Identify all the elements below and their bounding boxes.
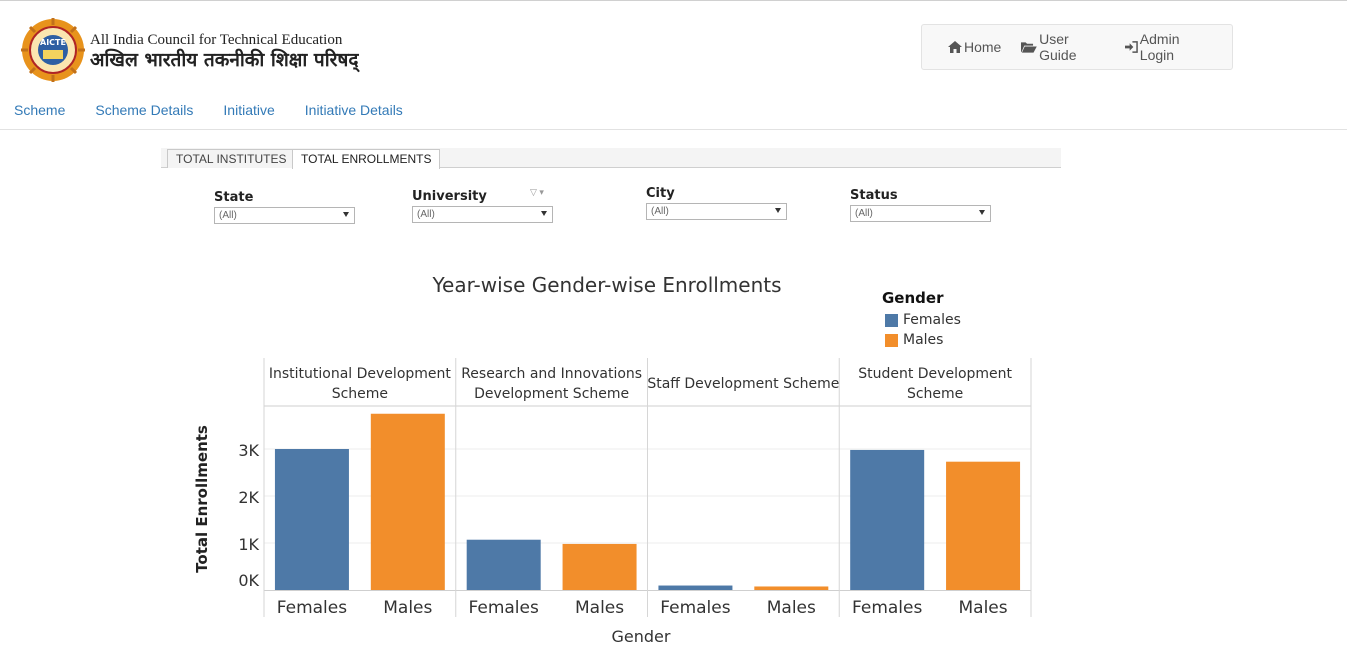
- panel-header-label: Student Development: [858, 366, 1012, 382]
- subnav-divider: [0, 129, 1347, 130]
- city-select-value: (All): [651, 206, 669, 217]
- filter-state: State (All): [214, 190, 355, 224]
- user-guide-link[interactable]: User Guide: [1021, 31, 1104, 63]
- filter-state-label: State: [214, 190, 254, 205]
- x-category-label: Males: [575, 598, 624, 618]
- user-guide-label: User Guide: [1039, 31, 1077, 63]
- aicte-logo[interactable]: AICTE: [20, 17, 86, 83]
- bar-males: [946, 461, 1021, 590]
- admin-login-label: Admin Login: [1139, 31, 1180, 63]
- panel-header-label: Research and Innovations: [461, 366, 642, 382]
- bar-females: [466, 539, 541, 590]
- bar-males: [754, 586, 829, 590]
- x-category-label: Females: [277, 598, 347, 618]
- panel-header-label: Scheme: [332, 386, 388, 402]
- logo-text: AICTE: [40, 38, 66, 47]
- status-select[interactable]: (All): [850, 205, 991, 222]
- org-name-en: All India Council for Technical Educatio…: [90, 32, 343, 48]
- org-name-hi: अखिल भारतीय तकनीकी शिक्षा परिषद्: [90, 49, 359, 71]
- university-select-value: (All): [417, 209, 435, 220]
- dropdown-caret-icon: [541, 211, 547, 216]
- x-category-label: Females: [852, 598, 922, 618]
- panel-header-label: Development Scheme: [474, 386, 629, 402]
- panel-header-label: Scheme: [907, 386, 963, 402]
- filter-university-label: University: [412, 189, 487, 204]
- home-icon: [948, 41, 962, 53]
- tab-total-institutes[interactable]: TOTAL INSTITUTES: [167, 149, 296, 168]
- bar-males: [370, 413, 445, 590]
- home-label: Home: [964, 39, 1002, 55]
- x-category-label: Males: [767, 598, 816, 618]
- filter-status-label: Status: [850, 188, 898, 203]
- filter-city: City (All): [646, 186, 787, 220]
- x-category-label: Males: [383, 598, 432, 618]
- panel-header-label: Institutional Development: [269, 366, 452, 382]
- org-name: All India Council for Technical Educatio…: [90, 32, 358, 71]
- legend-title: Gender: [882, 289, 944, 307]
- sub-navigation: Scheme Scheme Details Initiative Initiat…: [0, 102, 419, 118]
- x-category-label: Males: [959, 598, 1008, 618]
- tab-total-enrollments[interactable]: TOTAL ENROLLMENTS: [292, 149, 441, 169]
- legend-swatch-males: [885, 333, 898, 347]
- legend-swatch-females: [885, 313, 898, 327]
- subnav-scheme[interactable]: Scheme: [14, 102, 66, 118]
- y-tick-label: 0K: [238, 571, 259, 590]
- filter-university: University ▽ ▾ (All): [412, 187, 553, 223]
- legend-item-females[interactable]: Females: [882, 310, 961, 330]
- bar-females: [658, 585, 733, 590]
- subnav-scheme-details[interactable]: Scheme Details: [95, 102, 194, 118]
- dashboard-tabs: TOTAL INSTITUTES TOTAL ENROLLMENTS: [161, 148, 1061, 169]
- filter-funnel-icon[interactable]: ▽ ▾: [530, 187, 544, 197]
- city-select[interactable]: (All): [646, 203, 787, 220]
- y-tick-label: 3K: [238, 441, 259, 460]
- y-axis-label: Total Enrollments: [193, 425, 211, 573]
- legend-label-females: Females: [903, 312, 961, 328]
- chart-title: Year-wise Gender-wise Enrollments: [432, 273, 782, 297]
- chart-legend: Gender Females Males: [882, 289, 961, 350]
- dropdown-caret-icon: [979, 210, 985, 215]
- bar-males: [562, 543, 637, 590]
- top-navigation: Home User Guide Admin Login: [921, 24, 1233, 70]
- state-select-value: (All): [219, 210, 237, 221]
- y-tick-label: 1K: [238, 535, 259, 554]
- legend-item-males[interactable]: Males: [882, 330, 961, 350]
- sign-in-icon: [1124, 41, 1138, 53]
- home-link[interactable]: Home: [948, 39, 1001, 55]
- university-select[interactable]: (All): [412, 206, 553, 223]
- legend-label-males: Males: [903, 332, 944, 348]
- x-axis-label: Gender: [612, 627, 671, 646]
- dropdown-caret-icon: [343, 212, 349, 217]
- filter-city-label: City: [646, 186, 675, 201]
- bar-females: [850, 449, 925, 590]
- filter-status: Status (All): [850, 188, 991, 222]
- dropdown-caret-icon: [775, 208, 781, 213]
- subnav-initiative-details[interactable]: Initiative Details: [304, 102, 403, 118]
- top-border: [0, 0, 1347, 1]
- folder-open-icon: [1021, 42, 1038, 53]
- subnav-initiative[interactable]: Initiative: [223, 102, 275, 118]
- x-category-label: Females: [469, 598, 539, 618]
- panel-header-label: Staff Development Scheme: [647, 376, 839, 392]
- state-select[interactable]: (All): [214, 207, 355, 224]
- status-select-value: (All): [855, 208, 873, 219]
- admin-login-link[interactable]: Admin Login: [1124, 31, 1212, 63]
- bar-females: [274, 449, 349, 590]
- x-category-label: Females: [660, 598, 730, 618]
- y-tick-label: 2K: [238, 488, 259, 507]
